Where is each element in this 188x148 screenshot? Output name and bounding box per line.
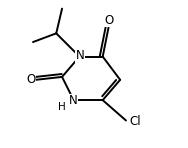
Text: N: N [69, 94, 77, 107]
Text: O: O [104, 14, 113, 27]
Text: O: O [26, 73, 35, 86]
Text: N: N [76, 49, 85, 62]
Text: Cl: Cl [130, 115, 141, 128]
Text: H: H [58, 102, 66, 112]
